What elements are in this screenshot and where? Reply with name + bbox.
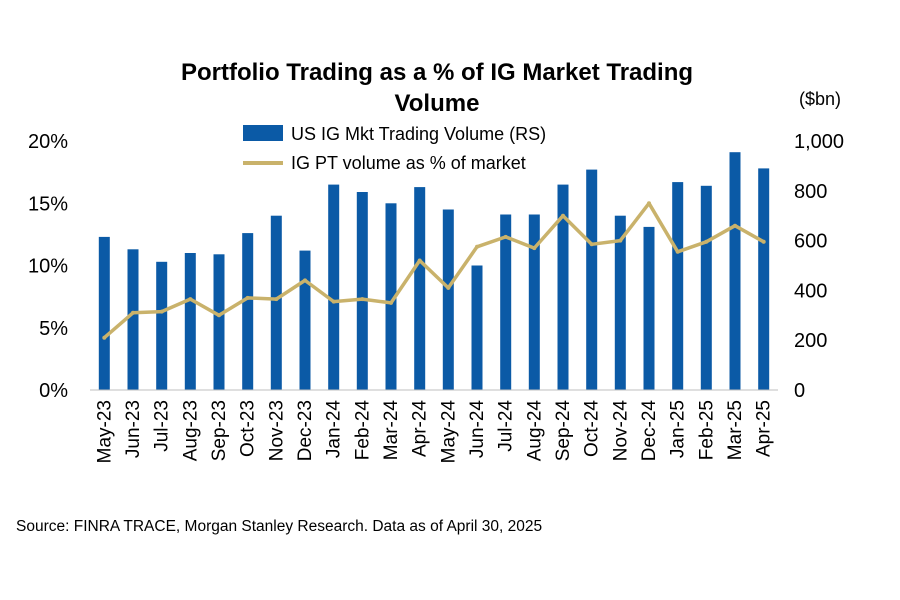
- x-tick-label: Mar-25: [725, 400, 746, 460]
- x-tick-label: Mar-24: [381, 400, 402, 461]
- x-tick-label: Oct-23: [238, 400, 259, 457]
- axes-group: 0% 5% 10% 15% 20% 0 200 400 600 800 1,000 May-23 Jun…: [28, 131, 844, 463]
- right-axis-unit: ($bn): [799, 89, 841, 109]
- x-tick-label: Nov-23: [266, 400, 287, 461]
- legend-bar-label: US IG Mkt Trading Volume (RS): [291, 124, 546, 144]
- x-tick-label: May-24: [438, 400, 459, 464]
- line-point-May-23: [102, 335, 107, 340]
- bar-Sep-24: [557, 184, 569, 390]
- x-tick-label: Jan-24: [324, 400, 345, 459]
- line-point-Aug-24: [532, 246, 537, 251]
- x-tick-label: Jan-25: [668, 400, 689, 458]
- bar-Feb-24: [356, 192, 368, 390]
- bar-Mar-25: [729, 152, 741, 390]
- x-tick-label: Feb-24: [352, 400, 373, 461]
- line-point-Dec-23: [303, 278, 307, 283]
- line-group: [102, 201, 766, 340]
- legend-bar-swatch: [243, 125, 283, 141]
- x-tick-label: May-23: [94, 400, 115, 463]
- line-point-Apr-25: [761, 239, 766, 244]
- x-tick-label: Aug-23: [180, 400, 201, 461]
- line-point-Apr-24: [417, 258, 422, 263]
- bar-Nov-23: [270, 215, 282, 390]
- line-point-Feb-24: [360, 297, 365, 302]
- bar-Aug-23: [184, 253, 196, 390]
- bar-Nov-24: [614, 215, 626, 390]
- bar-Apr-25: [758, 168, 770, 390]
- x-tick-label: Oct-24: [582, 400, 603, 457]
- line-point-Jun-24: [475, 244, 479, 249]
- line-point-Jun-23: [131, 310, 135, 315]
- bars-group: [98, 152, 770, 391]
- bar-Jan-24: [328, 184, 340, 390]
- line-point-Mar-25: [733, 223, 737, 228]
- bar-Jul-23: [156, 261, 168, 390]
- line-point-Nov-24: [618, 238, 623, 243]
- bar-Jun-24: [471, 265, 483, 390]
- line-point-Oct-24: [589, 242, 594, 247]
- line-point-Aug-23: [188, 297, 193, 302]
- legend: US IG Mkt Trading Volume (RS) IG PT volum…: [243, 124, 546, 173]
- bar-Jun-23: [127, 249, 139, 390]
- bar-Mar-24: [385, 203, 397, 391]
- bar-Oct-24: [586, 169, 598, 390]
- line-point-Nov-23: [274, 297, 279, 302]
- line-point-Sep-24: [561, 213, 565, 218]
- legend-line-label: IG PT volume as % of market: [291, 153, 526, 173]
- right-tick-label: 400: [794, 280, 827, 302]
- x-tick-label: Jul-24: [496, 400, 517, 452]
- bar-Sep-23: [213, 254, 225, 390]
- source-note: Source: FINRA TRACE, Morgan Stanley Rese…: [16, 518, 543, 535]
- bar-Dec-24: [643, 226, 655, 390]
- x-tick-label: Jul-23: [152, 400, 173, 452]
- x-tick-label: Sep-23: [209, 400, 230, 461]
- bar-Aug-24: [528, 214, 540, 390]
- line-point-Jan-25: [675, 249, 680, 254]
- bar-May-23: [98, 236, 110, 390]
- line-point-May-24: [446, 285, 451, 290]
- bar-Dec-23: [299, 250, 311, 390]
- line-point-Jul-24: [503, 234, 508, 239]
- right-tick-label: 600: [794, 231, 827, 253]
- x-tick-label: Jun-24: [467, 400, 488, 459]
- bar-Feb-25: [700, 185, 712, 390]
- bar-May-24: [442, 209, 454, 390]
- x-tick-label: Apr-24: [410, 400, 431, 457]
- x-tick-label: Apr-25: [754, 400, 775, 457]
- x-tick-label: Jun-23: [123, 400, 144, 458]
- bar-Jul-24: [500, 214, 512, 390]
- chart-svg: Portfolio Trading as a % of IG Market Tr…: [28, 59, 844, 463]
- x-tick-label: Dec-24: [639, 400, 660, 462]
- right-tick-label: 1,000: [794, 131, 844, 153]
- line-point-Jan-24: [331, 299, 336, 304]
- x-tick-label: Feb-25: [696, 400, 717, 460]
- bar-Jan-25: [672, 182, 684, 390]
- x-tick-label: Nov-24: [610, 400, 631, 462]
- bar-Apr-24: [414, 187, 426, 390]
- left-tick-label: 20%: [28, 131, 68, 153]
- line-point-Sep-23: [217, 313, 221, 318]
- right-tick-label: 0: [794, 380, 805, 402]
- right-tick-label: 200: [794, 330, 827, 352]
- line-point-Oct-23: [245, 295, 250, 300]
- pt-share-line: [102, 201, 766, 340]
- right-tick-label: 800: [794, 181, 827, 203]
- bar-Oct-23: [242, 233, 254, 390]
- line-point-Jul-23: [159, 309, 164, 314]
- left-tick-label: 15%: [28, 193, 68, 215]
- x-tick-label: Sep-24: [553, 400, 574, 462]
- left-tick-label: 10%: [28, 256, 68, 278]
- chart-title: Portfolio Trading as a % of IG Market Tr…: [181, 59, 693, 117]
- left-tick-label: 5%: [39, 318, 68, 340]
- left-tick-label: 0%: [39, 380, 68, 402]
- line-point-Feb-25: [704, 239, 709, 244]
- x-tick-label: Aug-24: [524, 400, 545, 462]
- line-point-Mar-24: [389, 300, 393, 305]
- x-tick-label: Dec-23: [295, 400, 316, 461]
- line-point-Dec-24: [647, 201, 651, 206]
